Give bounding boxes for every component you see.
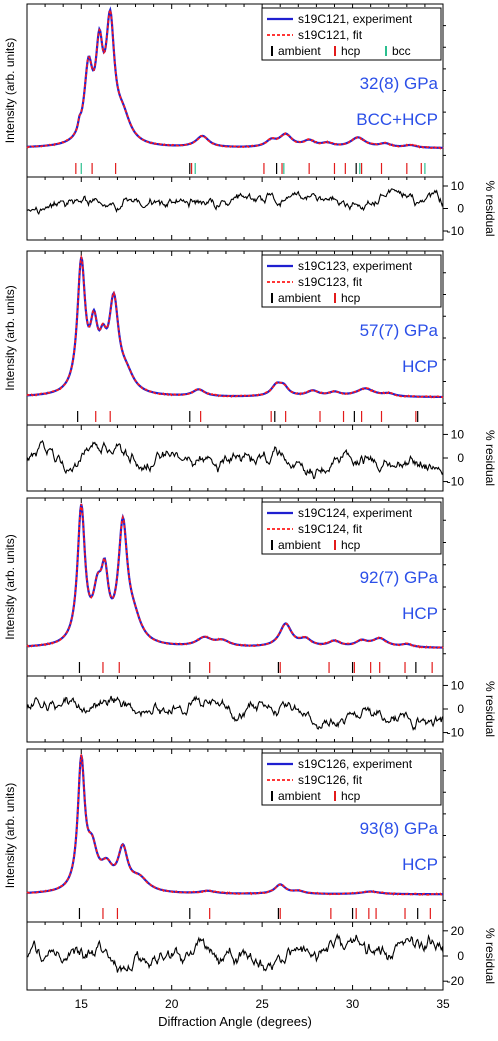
phase-annotation: BCC+HCP	[356, 110, 438, 129]
residual-axis-label: % residual	[483, 681, 497, 737]
legend-hcp-label: hcp	[341, 44, 361, 58]
residual-y-tick-label: 10	[451, 179, 465, 193]
residual-series	[26, 933, 444, 973]
pressure-annotation: 57(7) GPa	[360, 321, 439, 340]
pressure-annotation: 93(8) GPa	[360, 819, 439, 838]
pressure-annotation: 92(7) GPa	[360, 568, 439, 587]
legend-fit-label: s19C121, fit	[298, 28, 363, 42]
panel-1: Intensity (arb. units) % residual 32(8) GP…	[3, 3, 497, 241]
residual-y-tick-label: 10	[451, 427, 465, 441]
y-axis-label: Intensity (arb. units)	[3, 534, 17, 639]
residual-axis-label: % residual	[483, 180, 497, 236]
legend-box	[261, 752, 442, 806]
legend: s19C121, experiment s19C121, fit ambient hc…	[261, 7, 442, 61]
legend-experiment-label: s19C126, experiment	[298, 757, 413, 771]
residual-axis-label: % residual	[483, 430, 497, 486]
phase-annotation: HCP	[402, 604, 438, 623]
x-axis-label: Diffraction Angle (degrees)	[158, 1014, 312, 1029]
residual-frame	[26, 424, 444, 492]
legend-hcp-label: hcp	[341, 291, 361, 305]
pressure-annotation: 32(8) GPa	[360, 74, 439, 93]
fit-series	[26, 754, 444, 896]
residual-frame	[26, 176, 444, 241]
residual-frame	[26, 675, 444, 743]
residual-series	[26, 439, 444, 480]
panel-3: Intensity (arb. units) % residual 92(7) GP…	[3, 497, 497, 743]
experiment-series	[26, 256, 444, 399]
legend-bcc-label: bcc	[392, 44, 411, 58]
residual-y-tick-label: -10	[447, 726, 465, 740]
residual-y-tick-label: 20	[451, 924, 465, 938]
legend-ambient-label: ambient	[278, 538, 321, 552]
residual-series	[26, 695, 444, 731]
legend-box	[261, 501, 442, 555]
legend-fit-label: s19C124, fit	[298, 522, 363, 536]
panel-2: Intensity (arb. units) % residual 57(7) GP…	[3, 250, 497, 492]
legend: s19C126, experiment s19C126, fit ambient hc…	[261, 752, 442, 806]
residual-y-tick-label: 0	[457, 202, 464, 216]
y-axis-label: Intensity (arb. units)	[3, 38, 17, 143]
x-tick-label: 25	[255, 997, 269, 1011]
legend-box	[261, 254, 442, 308]
legend: s19C124, experiment s19C124, fit ambient hc…	[261, 501, 442, 555]
legend-box	[261, 7, 442, 61]
legend-ambient-label: ambient	[278, 44, 321, 58]
legend-experiment-label: s19C124, experiment	[298, 506, 413, 520]
legend: s19C123, experiment s19C123, fit ambient hc…	[261, 254, 442, 308]
legend-hcp-label: hcp	[341, 789, 361, 803]
residual-y-tick-label: 10	[451, 678, 465, 692]
residual-y-tick-label: 0	[457, 949, 464, 963]
legend-experiment-label: s19C123, experiment	[298, 259, 413, 273]
residual-y-tick-label: -20	[447, 974, 465, 988]
x-tick-label: 30	[346, 997, 360, 1011]
legend-ambient-label: ambient	[278, 789, 321, 803]
residual-y-tick-label: -10	[447, 475, 465, 489]
legend-experiment-label: s19C121, experiment	[298, 12, 413, 26]
legend-hcp-label: hcp	[341, 538, 361, 552]
legend-fit-label: s19C126, fit	[298, 773, 363, 787]
residual-y-tick-label: 0	[457, 451, 464, 465]
residual-series	[26, 188, 444, 216]
phase-annotation: HCP	[402, 855, 438, 874]
y-axis-label: Intensity (arb. units)	[3, 285, 17, 390]
fit-series	[26, 503, 444, 649]
panel-4: Intensity (arb. units) % residual 93(8) GP…	[3, 748, 497, 991]
x-tick-label: 20	[165, 997, 179, 1011]
x-tick-label: 15	[75, 997, 89, 1011]
legend-fit-label: s19C123, fit	[298, 275, 363, 289]
fit-series	[26, 6, 444, 150]
legend-ambient-label: ambient	[278, 291, 321, 305]
y-axis-label: Intensity (arb. units)	[3, 783, 17, 888]
phase-annotation: HCP	[402, 357, 438, 376]
residual-frame	[26, 921, 444, 991]
residual-y-tick-label: 0	[457, 702, 464, 716]
residual-y-tick-label: -10	[447, 224, 465, 238]
x-tick-label: 35	[436, 997, 450, 1011]
residual-axis-label: % residual	[483, 928, 497, 984]
